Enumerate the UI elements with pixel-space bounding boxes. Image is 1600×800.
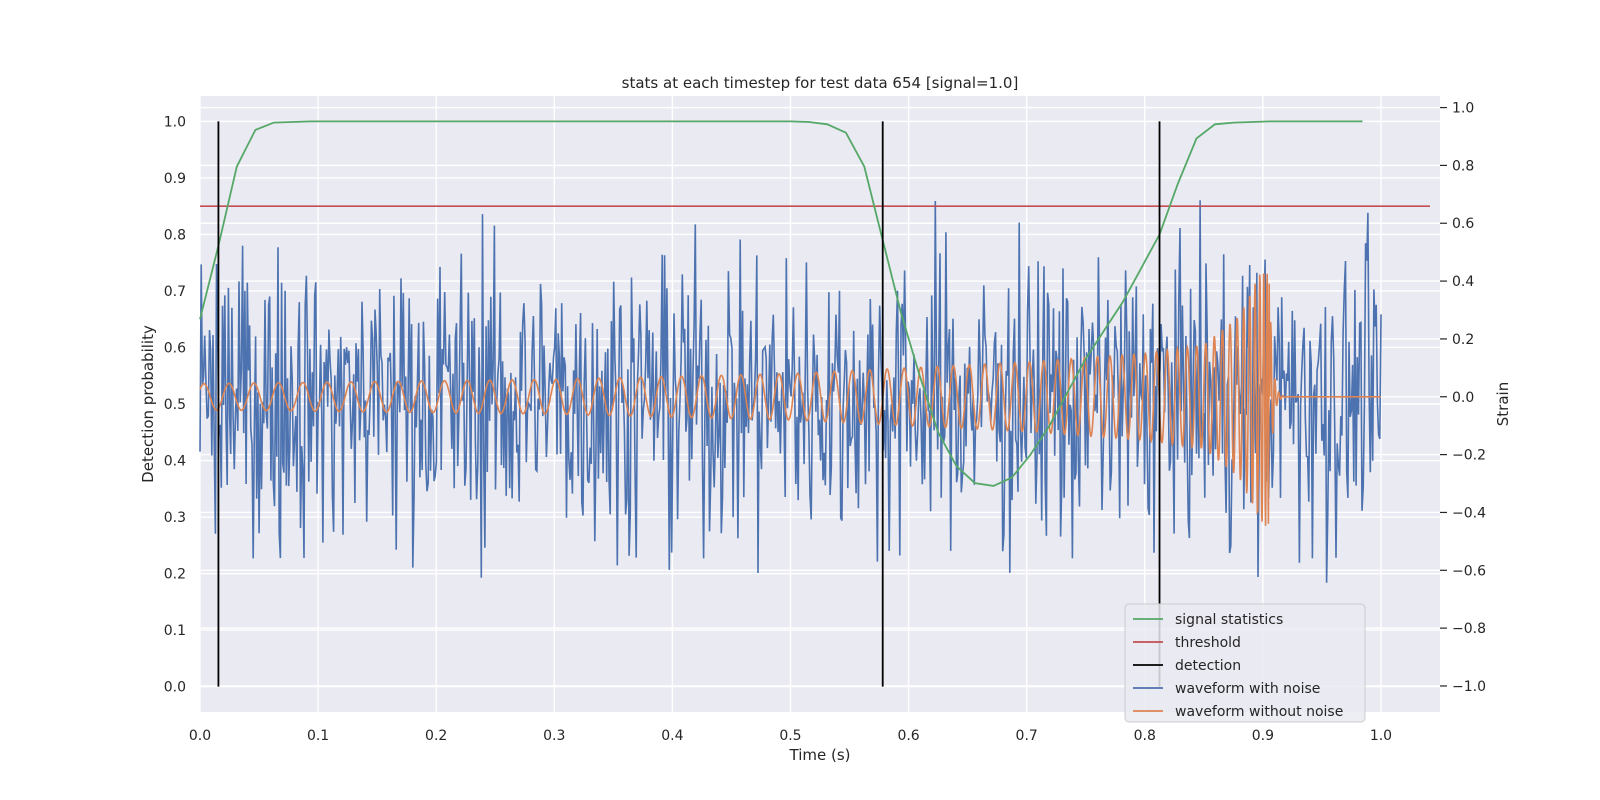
legend-box bbox=[1124, 603, 1366, 723]
y2-tick-label: 0.0 bbox=[1452, 390, 1474, 406]
legend-entry: waveform without noise bbox=[1175, 704, 1343, 720]
y-tick-label: 0.4 bbox=[164, 454, 186, 470]
y2-tick-label: −0.2 bbox=[1452, 448, 1486, 464]
x-tick-label: 0.7 bbox=[1016, 728, 1038, 744]
legend-entry: signal statistics bbox=[1175, 612, 1283, 628]
y-tick-label: 0.0 bbox=[164, 680, 186, 696]
y-tick-label: 0.2 bbox=[164, 567, 186, 583]
x-tick-label: 0.8 bbox=[1134, 728, 1156, 744]
series-layer bbox=[199, 120, 1430, 687]
y-tick-label: 0.7 bbox=[164, 284, 186, 300]
y2-tick-label: 0.6 bbox=[1452, 216, 1474, 232]
y-tick-label: 0.9 bbox=[164, 171, 186, 187]
y2-tick-label: 0.2 bbox=[1452, 332, 1474, 348]
series-waveform-without-noise bbox=[199, 273, 1381, 526]
y2-tick-label: −1.0 bbox=[1452, 679, 1486, 695]
x-tick-label: 1.0 bbox=[1370, 728, 1392, 744]
legend-entry: detection bbox=[1175, 658, 1241, 674]
x-tick-label: 0.0 bbox=[189, 728, 211, 744]
x-tick-label: 0.2 bbox=[425, 728, 447, 744]
y-axis-label: Detection probability bbox=[139, 325, 157, 483]
legend-entry: waveform with noise bbox=[1175, 681, 1320, 697]
y2-tick-label: −0.4 bbox=[1452, 505, 1486, 521]
y2-tick-label: −0.6 bbox=[1452, 563, 1486, 579]
y2-tick-label: 0.4 bbox=[1452, 274, 1474, 290]
x-axis-label: Time (s) bbox=[789, 746, 851, 764]
y2-axis-label: Strain bbox=[1494, 382, 1512, 426]
y-tick-label: 0.5 bbox=[164, 397, 186, 413]
x-tick-label: 0.9 bbox=[1252, 728, 1274, 744]
x-tick-label: 0.1 bbox=[307, 728, 329, 744]
x-tick-label: 0.3 bbox=[543, 728, 565, 744]
y-tick-label: 1.0 bbox=[164, 114, 186, 130]
y-tick-label: 0.8 bbox=[164, 227, 186, 243]
y-tick-label: 0.6 bbox=[164, 340, 186, 356]
series-signal-statistics bbox=[199, 120, 1363, 487]
x-tick-label: 0.4 bbox=[661, 728, 683, 744]
y-tick-label: 0.1 bbox=[164, 623, 186, 639]
y2-tick-label: 0.8 bbox=[1452, 158, 1474, 174]
x-tick-label: 0.5 bbox=[779, 728, 801, 744]
y2-tick-label: −0.8 bbox=[1452, 621, 1486, 637]
chart-title: stats at each timestep for test data 654… bbox=[622, 74, 1019, 92]
x-tick-label: 0.6 bbox=[897, 728, 919, 744]
legend-entry: threshold bbox=[1175, 635, 1241, 651]
axes-layer: 0.0 0.1 0.2 0.3 0.4 0.5 0.6 0.7 0.8 0.9 1.0 0.0 0.1 0… bbox=[164, 101, 1486, 744]
y-tick-label: 0.3 bbox=[164, 510, 186, 526]
legend: signal statistics threshold detection wavef… bbox=[1124, 603, 1366, 723]
y2-tick-label: 1.0 bbox=[1452, 101, 1474, 117]
